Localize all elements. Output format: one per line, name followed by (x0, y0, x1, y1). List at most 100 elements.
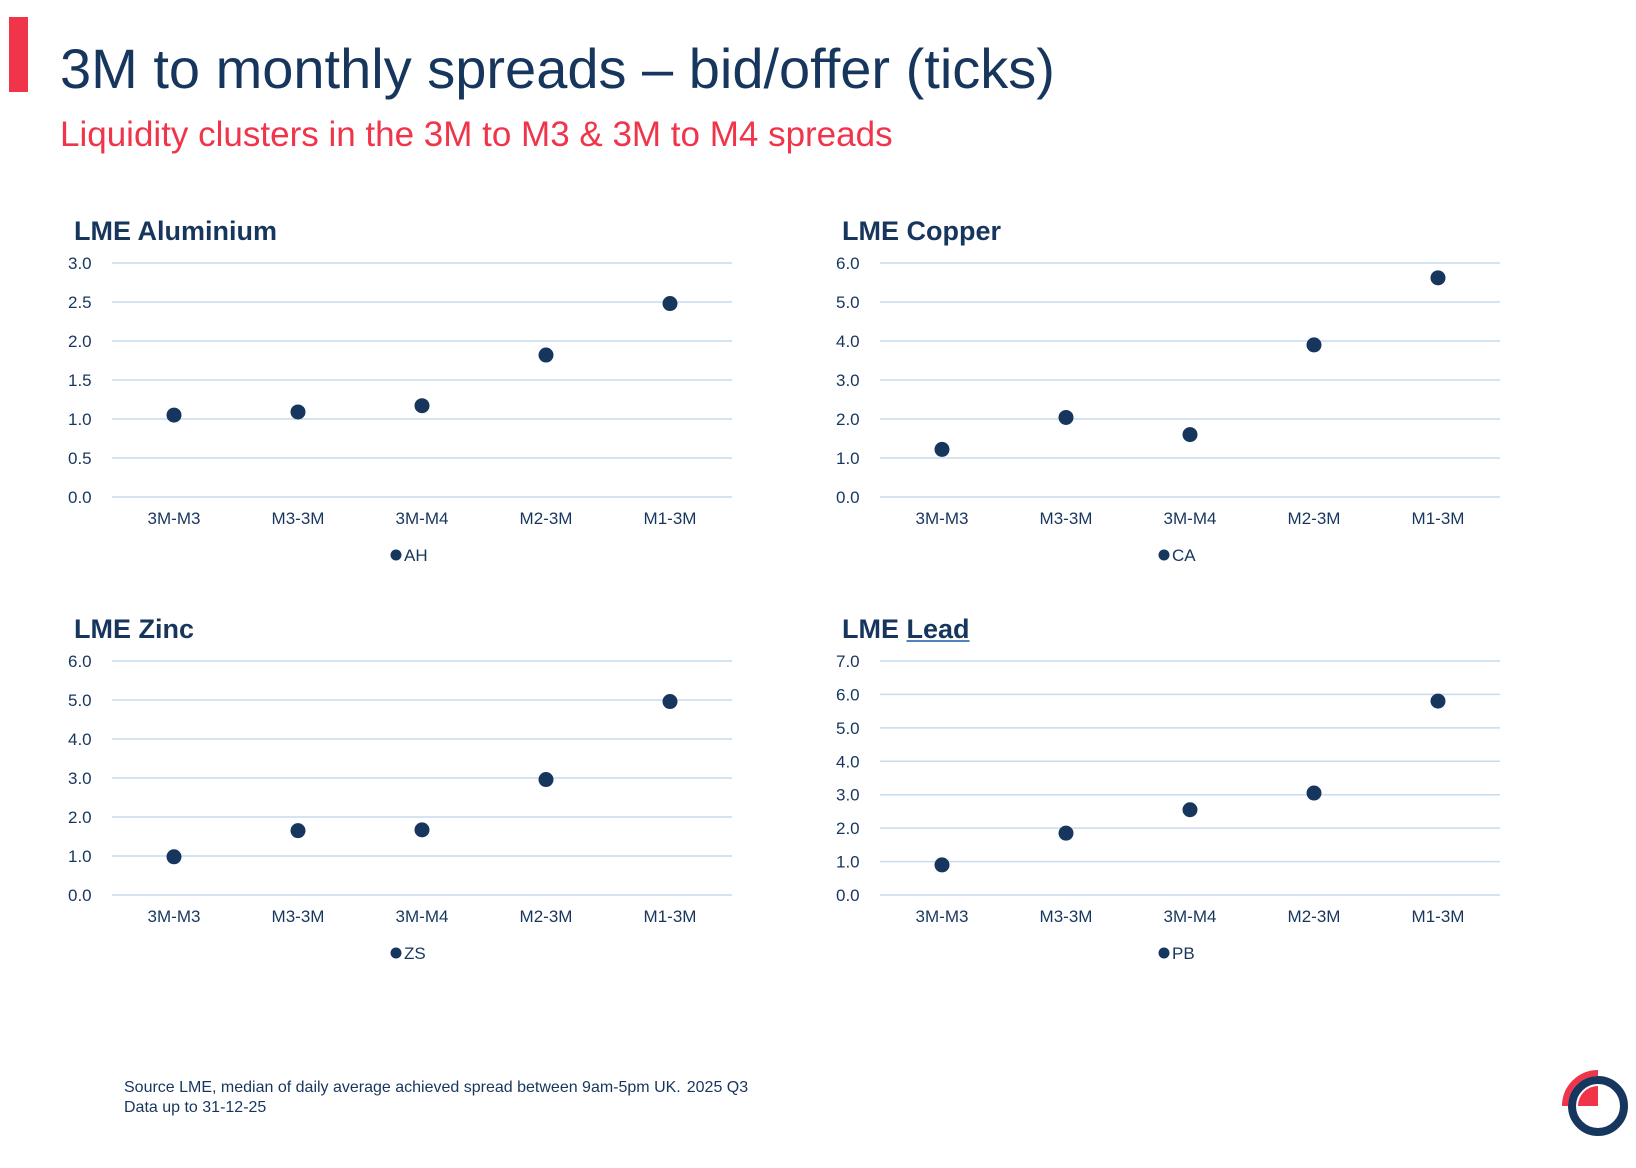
data-point (1182, 427, 1198, 443)
data-point (166, 407, 182, 423)
x-tick-label: M3-3M (272, 907, 325, 926)
x-tick-label: 3M-M3 (148, 509, 201, 528)
period-label: 2025 Q3 (686, 1079, 749, 1096)
data-point (662, 694, 678, 710)
y-tick-label: 2.5 (68, 293, 92, 312)
chart-title: LME Aluminium (74, 216, 277, 246)
lead-chart: 0.0 1.0 2.0 3.0 4.0 5.0 6.0 7.0 3M-M3 M3-3M 3M-M4 M… (836, 652, 1500, 963)
data-point (1182, 802, 1198, 818)
chart-panel-aluminium: LME Aluminium 0.0 0.5 1.0 1.5 2.0 2.5 3.0 3M-M3… (60, 215, 780, 610)
data-point (934, 441, 950, 457)
x-tick-label: M1-3M (1412, 509, 1465, 528)
zinc-chart: 0.0 1.0 2.0 3.0 4.0 5.0 6.0 3M-M3 M3-3M 3M-M4 M2-3… (68, 652, 732, 963)
x-tick-label: 3M-M3 (148, 907, 201, 926)
legend-label: AH (404, 546, 428, 565)
y-tick-label: 3.0 (836, 786, 860, 805)
y-tick-label: 2.0 (68, 332, 92, 351)
chart-title: LME Zinc (74, 614, 194, 644)
chart-title-prefix: LME (842, 614, 899, 644)
x-tick-label: M1-3M (644, 907, 697, 926)
title-accent-bar (9, 17, 28, 92)
y-tick-label: 5.0 (836, 293, 860, 312)
y-tick-label: 2.0 (836, 410, 860, 429)
y-tick-label: 3.0 (68, 769, 92, 788)
data-point (1430, 270, 1446, 286)
data-up-to-text: Data up to 31-12-25 (124, 1099, 267, 1116)
x-tick-label: M3-3M (1040, 509, 1093, 528)
y-tick-label: 0.0 (68, 886, 92, 905)
y-tick-label: 0.5 (68, 449, 92, 468)
x-tick-label: 3M-M4 (396, 509, 449, 528)
y-tick-label: 6.0 (68, 652, 92, 671)
x-tick-label: M2-3M (1288, 509, 1341, 528)
chart-title: LME Copper (842, 216, 1001, 246)
x-tick-label: M1-3M (644, 509, 697, 528)
x-tick-label: M1-3M (1412, 907, 1465, 926)
legend-marker (1158, 549, 1170, 561)
y-tick-label: 3.0 (836, 371, 860, 390)
y-tick-label: 1.0 (68, 410, 92, 429)
data-point (934, 857, 950, 873)
y-tick-label: 0.0 (836, 488, 860, 507)
y-tick-label: 4.0 (836, 332, 860, 351)
y-tick-label: 4.0 (68, 730, 92, 749)
source-line: Source LME, median of daily average achi… (124, 1078, 748, 1098)
x-tick-label: M2-3M (1288, 907, 1341, 926)
y-tick-label: 1.0 (68, 847, 92, 866)
chart-panel-copper: LME Copper 0.0 1.0 2.0 3.0 4.0 5.0 6.0 3M-M3 M3-… (828, 215, 1548, 610)
legend-marker (390, 947, 402, 959)
y-tick-label: 0.0 (836, 886, 860, 905)
data-point (290, 823, 306, 839)
legend-marker (390, 549, 402, 561)
x-tick-label: 3M-M4 (1164, 509, 1217, 528)
y-tick-label: 3.0 (68, 254, 92, 273)
x-tick-label: 3M-M3 (916, 509, 969, 528)
x-tick-label: M3-3M (272, 509, 325, 528)
y-tick-label: 1.0 (836, 449, 860, 468)
data-point (538, 772, 554, 788)
data-point (1058, 825, 1074, 841)
x-tick-label: M3-3M (1040, 907, 1093, 926)
data-point (1058, 409, 1074, 425)
y-tick-label: 4.0 (836, 752, 860, 771)
y-tick-label: 6.0 (836, 254, 860, 273)
copper-chart: 0.0 1.0 2.0 3.0 4.0 5.0 6.0 3M-M3 M3-3M 3M-M4 M2-3… (836, 254, 1500, 565)
data-point (662, 296, 678, 312)
chart-panel-lead: LME Lead 0.0 1.0 2.0 3.0 4.0 5.0 6.0 7.0 3M-M3 M3… (828, 613, 1548, 1008)
y-tick-label: 2.0 (68, 808, 92, 827)
legend-marker (1158, 947, 1170, 959)
y-tick-label: 0.0 (68, 488, 92, 507)
data-point (166, 849, 182, 865)
x-tick-label: 3M-M3 (916, 907, 969, 926)
page-title: 3M to monthly spreads – bid/offer (ticks… (60, 37, 1055, 100)
lme-logo-icon (1562, 1070, 1628, 1136)
x-tick-label: M2-3M (520, 907, 573, 926)
y-tick-label: 7.0 (836, 652, 860, 671)
data-point (1306, 337, 1322, 353)
y-tick-label: 1.0 (836, 853, 860, 872)
data-point (1430, 693, 1446, 709)
x-tick-label: 3M-M4 (1164, 907, 1217, 926)
data-point (538, 347, 554, 363)
y-tick-label: 1.5 (68, 371, 92, 390)
x-tick-label: M2-3M (520, 509, 573, 528)
data-point (414, 822, 430, 838)
chart-title: LME Lead (842, 613, 970, 645)
x-tick-label: 3M-M4 (396, 907, 449, 926)
data-point (290, 404, 306, 420)
chart-title-emphasis: Lead (906, 614, 970, 644)
y-tick-label: 6.0 (836, 685, 860, 704)
data-point (414, 398, 430, 414)
aluminium-chart: 0.0 0.5 1.0 1.5 2.0 2.5 3.0 3M-M3 M3-3M 3M-M4 M2-3… (68, 254, 732, 565)
data-point (1306, 785, 1322, 801)
legend-label: ZS (404, 944, 426, 963)
page-subtitle: Liquidity clusters in the 3M to M3 & 3M … (60, 115, 893, 154)
footer-note: Source LME, median of daily average achi… (124, 1078, 748, 1118)
y-tick-label: 5.0 (836, 719, 860, 738)
legend-label: PB (1172, 944, 1195, 963)
chart-panel-zinc: LME Zinc 0.0 1.0 2.0 3.0 4.0 5.0 6.0 3M-M3 M3-3M… (60, 613, 780, 1008)
y-tick-label: 2.0 (836, 819, 860, 838)
legend-label: CA (1172, 546, 1196, 565)
y-tick-label: 5.0 (68, 691, 92, 710)
source-text: Source LME, median of daily average achi… (124, 1079, 681, 1096)
